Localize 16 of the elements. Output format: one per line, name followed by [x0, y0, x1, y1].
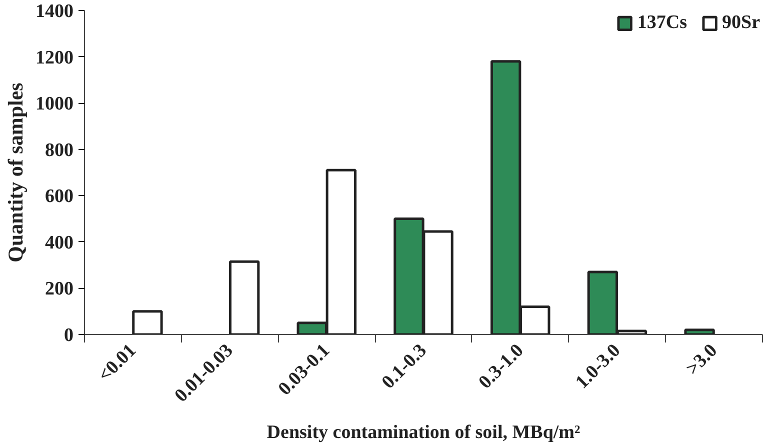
y-tick-label: 1200	[36, 47, 74, 68]
legend-label: 137Cs	[637, 12, 687, 34]
y-tick-label: 0	[64, 325, 74, 346]
y-axis-title: Quantity of samples	[4, 82, 28, 262]
bar	[684, 328, 715, 334]
x-tick-label: >3.0	[682, 340, 722, 380]
legend-label: 90Sr	[722, 12, 760, 34]
y-tick-label: 1000	[36, 94, 74, 115]
y-tick-label: 1400	[36, 1, 74, 22]
y-tick-label: 200	[45, 278, 74, 300]
y-tick-label: 400	[45, 232, 74, 254]
x-axis-title: Density contamination of soil, MBq/m²	[266, 422, 581, 443]
bar	[228, 260, 260, 334]
y-tick-label: 800	[45, 140, 74, 161]
y-tick-label: 600	[45, 186, 74, 208]
bar	[132, 310, 163, 334]
